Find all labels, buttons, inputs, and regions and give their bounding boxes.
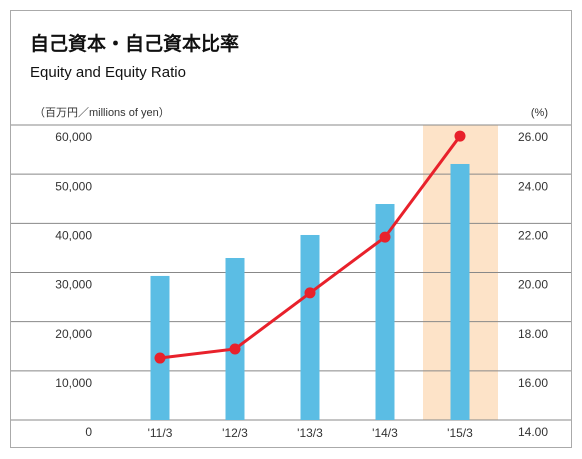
x-tick-label: '12/3 (222, 426, 248, 440)
bar (225, 257, 245, 420)
y-axis-label: （百万円／millions of yen） (34, 106, 170, 119)
y2-tick-label: 24.00 (518, 179, 548, 193)
chart-title: 自己資本・自己資本比率 (30, 32, 239, 55)
y-tick-label: 60,000 (55, 130, 92, 144)
y2-axis-label: (%) (531, 107, 548, 119)
x-tick-label: '13/3 (297, 426, 323, 440)
y2-tick-label: 20.00 (518, 278, 548, 292)
y-tick-label: 10,000 (55, 376, 92, 390)
y2-tick-label: 14.00 (518, 425, 548, 439)
y2-tick-label: 18.00 (518, 327, 548, 341)
y-tick-label: 0 (85, 425, 92, 439)
y-tick-label: 40,000 (55, 229, 92, 243)
y2-tick-label: 16.00 (518, 376, 548, 390)
chart-subtitle: Equity and Equity Ratio (30, 64, 186, 81)
x-tick-label: '11/3 (148, 426, 173, 440)
line-marker (379, 231, 391, 243)
line-marker (229, 343, 241, 355)
y2-tick-label: 26.00 (518, 130, 548, 144)
x-tick-label: '14/3 (372, 426, 398, 440)
bar (150, 275, 170, 420)
line-marker (154, 352, 166, 364)
bar (375, 204, 395, 420)
y-tick-label: 50,000 (55, 179, 92, 193)
bar (300, 234, 320, 420)
line-marker (454, 130, 466, 142)
bar (450, 163, 470, 420)
line-marker (304, 287, 316, 299)
y-tick-label: 30,000 (55, 278, 92, 292)
y-tick-label: 20,000 (55, 327, 92, 341)
y2-tick-label: 22.00 (518, 229, 548, 243)
x-tick-label: '15/3 (447, 426, 473, 440)
